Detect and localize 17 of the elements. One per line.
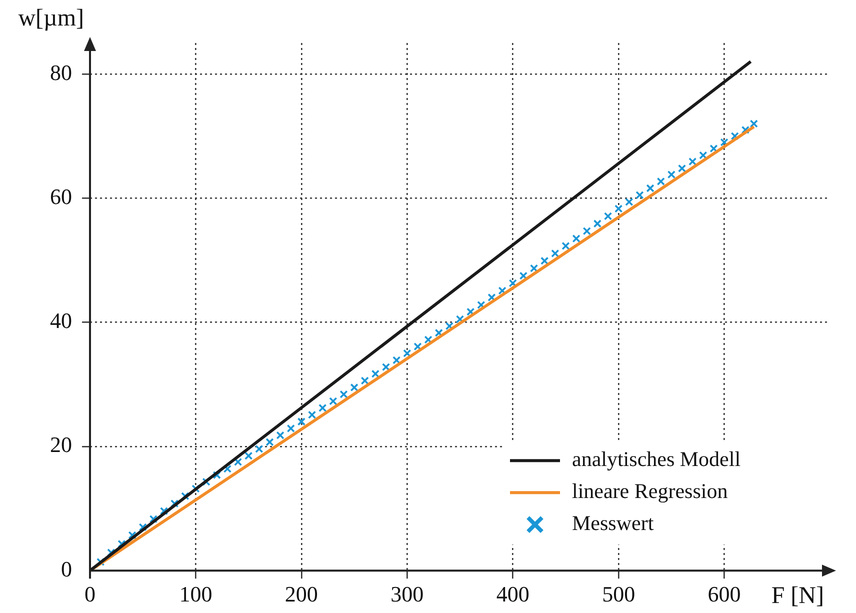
x-tick-label: 0 xyxy=(84,582,96,607)
x-tick-label: 100 xyxy=(179,582,212,607)
x-axis-title: F [N] xyxy=(771,582,824,609)
legend-label: Messwert xyxy=(572,511,654,536)
legend-label: lineare Regression xyxy=(572,479,728,504)
y-tick-label: 80 xyxy=(50,60,72,85)
x-tick-label: 200 xyxy=(284,582,318,607)
y-tick-label: 20 xyxy=(50,432,72,458)
y-axis-title: w[µm] xyxy=(18,5,84,32)
legend-label: analytisches Modell xyxy=(572,447,741,472)
y-tick-label: 40 xyxy=(50,308,72,334)
x-tick-label: 300 xyxy=(390,582,424,607)
x-tick-label: 500 xyxy=(602,582,636,607)
y-tick-label: 0 xyxy=(61,556,72,582)
y-tick-label: 60 xyxy=(50,184,72,209)
x-tick-label: 600 xyxy=(708,582,741,607)
x-tick-label: 400 xyxy=(496,582,530,607)
